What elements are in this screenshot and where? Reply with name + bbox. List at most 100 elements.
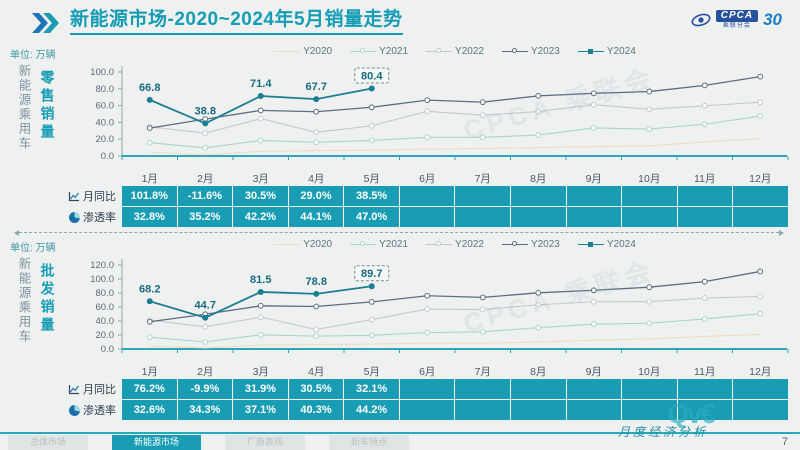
table-cell [399,379,456,399]
table-cell [399,207,456,227]
legend-line-sample [577,240,604,249]
bottom-tab-4[interactable]: 新车特点 [329,435,410,450]
trend-icon [68,191,80,201]
legend-item: Y2022 [426,239,484,250]
wholesale-yoy-row: 月同比 76.2% -9.9% 31.9% 30.5% 32.1% [62,379,788,399]
table-cell [566,379,623,399]
month-label: 11月 [694,365,716,378]
month-label: 3月 [252,365,269,378]
bottom-tab-2[interactable]: 新能源市场 [112,435,202,450]
signature-text: 月度经济分析 [617,425,708,439]
table-cell [677,379,734,399]
svg-text:20.0: 20.0 [96,330,115,341]
category-vertical-label: 新能源乘用车 [16,257,31,344]
table-cell: 30.5% [288,379,345,399]
month-label: 4月 [308,172,325,185]
legend-marker [436,241,442,246]
category-vertical-label: 新能源乘用车 [16,64,31,151]
table-cell [455,207,512,227]
month-label: 3月 [252,172,269,185]
legend-label: Y2022 [455,45,484,57]
retail-chart-area: Y2020 Y2021 Y2022 Y2023 Y2024 0.0 20.0 40.0 60.… [62,44,789,228]
table-cell [622,400,678,420]
retail-month-axis: 1月 2月 3月 4月 5月 6月 7月 8月 9月 10月 11月 12月 [62,170,788,186]
svg-text:80.0: 80.0 [96,288,115,299]
svg-text:80.0: 80.0 [96,84,115,95]
svg-text:100.0: 100.0 [90,274,114,285]
legend-marker [511,241,517,246]
table-cell: 31.9% [233,379,289,399]
table-cell [622,186,678,206]
legend-label: Y2020 [303,238,333,250]
svg-text:78.8: 78.8 [306,276,327,288]
legend-item: Y2024 [577,46,636,57]
month-label: 4月 [308,365,325,378]
month-label: 9月 [585,365,602,378]
bottom-tab-1[interactable]: 总体市场 [8,435,89,450]
legend-line-sample [426,240,453,249]
table-cell: 42.2% [233,207,289,227]
retail-legend: Y2020 Y2021 Y2022 Y2023 Y2024 [62,44,788,58]
legend-marker [360,241,366,246]
month-label: 9月 [585,172,602,185]
table-cell [733,400,788,420]
svg-text:120.0: 120.0 [90,260,114,271]
svg-text:0.0: 0.0 [101,151,114,162]
table-cell: 40.3% [288,400,345,420]
retail-yoy-row: 月同比 101.8% -11.6% 30.5% 29.0% 38.5% [62,186,788,206]
table-cell [733,379,788,399]
legend-marker [587,48,593,54]
table-cell: -11.6% [177,186,234,206]
table-cell: 38.5% [344,186,400,206]
table-cell: 34.3% [177,400,234,420]
table-cell [566,186,623,206]
row-label: 月同比 [62,186,122,206]
measure-vertical-label: 零售销量 [39,70,56,142]
month-label: 5月 [363,365,380,378]
table-cell: 37.1% [233,400,289,420]
legend-line-sample [350,240,377,249]
legend-item: Y2021 [350,239,408,250]
svg-text:40.0: 40.0 [96,117,115,128]
retail-panel: 单位: 万辆 新能源乘用车 零售销量 Y2020 Y2021 Y2022 Y2023 Y… [10,44,789,228]
legend-label: Y2020 [303,45,333,57]
retail-line-chart: 0.0 20.0 40.0 60.0 80.0 100.0 66.8 38.8 71.4 67.7… [62,58,789,170]
month-label: 7月 [474,172,491,185]
measure-vertical-label: 批发销量 [39,263,56,335]
month-label: 10月 [638,365,661,378]
legend-item: Y2020 [274,239,332,250]
legend-line-sample [350,47,377,56]
wholesale-legend: Y2020 Y2021 Y2022 Y2023 Y2024 [62,237,788,251]
legend-line-sample [501,240,528,249]
legend-line-sample [426,47,453,56]
legend-item: Y2024 [577,239,636,250]
table-cell: 29.0% [288,186,345,206]
table-cell: 47.0% [344,207,400,227]
svg-text:20.0: 20.0 [96,134,115,145]
table-cell [511,207,567,227]
month-label: 8月 [530,172,547,185]
month-label: 2月 [197,172,214,185]
table-cell [455,400,512,420]
month-label: 12月 [749,365,772,378]
svg-text:40.0: 40.0 [96,316,115,327]
table-cell [677,186,734,206]
legend-line-sample [274,240,301,249]
row-label: 渗透率 [62,207,122,227]
legend-label: Y2023 [530,238,560,250]
row-label: 月同比 [62,379,122,399]
section-divider-arrow [14,229,784,236]
legend-marker [436,48,442,53]
bottom-tab-3[interactable]: 厂商表现 [225,435,306,450]
page-title: 新能源市场-2020~2024年5月销量走势 [70,9,403,35]
wholesale-month-axis: 1月 2月 3月 4月 5月 6月 7月 8月 9月 10月 11月 12月 [62,363,788,379]
table-cell: 101.8% [122,186,178,206]
table-cell [733,186,788,206]
month-label: 2月 [197,365,214,378]
svg-text:89.7: 89.7 [361,268,382,280]
slide-footer: Qv€ 月度经济分析 7 总体市场 新能源市场 厂商表现 新车特点 [0,398,800,450]
month-label: 6月 [419,172,436,185]
legend-item: Y2023 [501,238,560,250]
table-cell [566,207,623,227]
